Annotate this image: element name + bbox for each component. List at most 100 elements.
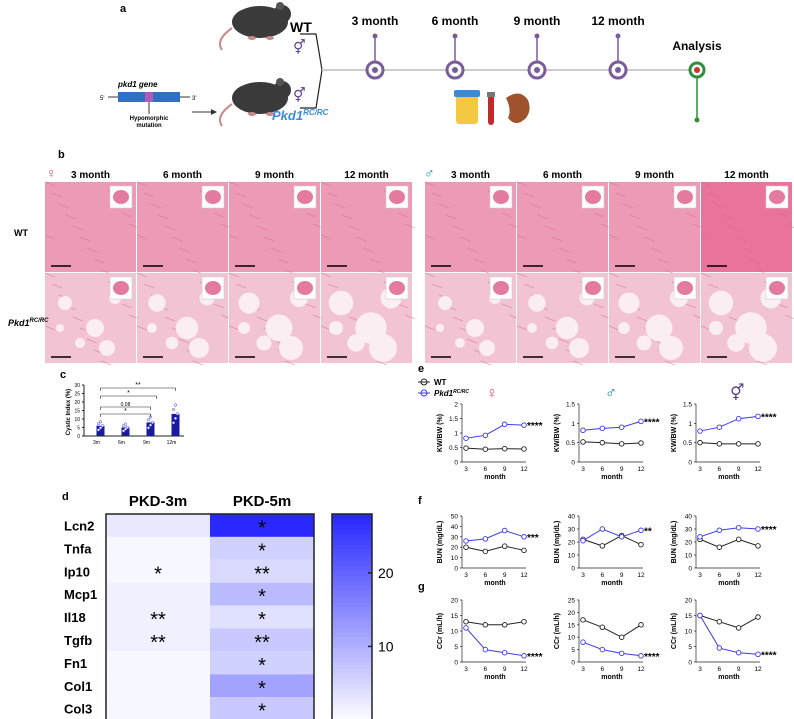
timepoint-marker-core xyxy=(372,67,378,73)
mutation-label-1: Hypomorphic xyxy=(130,116,169,122)
colorbar-step xyxy=(332,622,372,628)
x-tick-label: 3 xyxy=(698,466,702,473)
point-pkd xyxy=(755,413,761,420)
data-point xyxy=(123,427,128,431)
heatmap-cell xyxy=(106,628,210,652)
data-point xyxy=(96,422,101,426)
series-line-pkd xyxy=(465,530,525,542)
significance-label: **** xyxy=(644,652,660,663)
y-tick-label: 5 xyxy=(688,644,692,651)
tissue-texture xyxy=(593,303,605,309)
tissue-texture xyxy=(700,272,712,278)
data-point xyxy=(173,403,178,407)
point-pkd xyxy=(599,646,606,653)
inset-kidney xyxy=(297,190,313,204)
cyst xyxy=(436,324,444,332)
point-pkd xyxy=(599,526,606,532)
tissue-texture xyxy=(459,236,471,242)
cyst xyxy=(86,319,104,337)
heatmap-star: * xyxy=(258,655,266,677)
tissue-texture xyxy=(572,360,584,366)
data-point xyxy=(150,420,155,424)
mouse-pkd-icon xyxy=(219,78,291,127)
heatmap-cell xyxy=(210,651,314,675)
tissue-texture xyxy=(565,258,577,264)
x-tick-label: 9 xyxy=(620,666,624,673)
heatmap-cell xyxy=(210,605,314,629)
y-axis-label: KW/BW (%) xyxy=(671,414,678,452)
y-tick-label: 30 xyxy=(568,527,576,534)
tissue-texture xyxy=(192,360,204,366)
colorbar-step xyxy=(332,570,372,577)
x-tick-label: 3 xyxy=(464,666,468,673)
female-symbol-icon: ♀ xyxy=(46,165,57,181)
x-tick-label: 3 xyxy=(581,572,585,579)
x-axis-label: month xyxy=(718,474,739,481)
point-wt xyxy=(463,445,469,451)
colorbar-step xyxy=(332,678,372,685)
point-pkd xyxy=(638,527,644,534)
series-line-pkd xyxy=(465,627,525,657)
point-pkd xyxy=(618,424,625,430)
heatmap-cell xyxy=(210,559,314,583)
x-axis-label: month xyxy=(718,674,739,681)
tissue-texture xyxy=(629,214,641,220)
line-charts: 0 0.5 1 1.5 2 3 6 9 12 month KW/BW (%) **** 0 0.5 1 1.5… xyxy=(437,402,777,682)
tissue-texture xyxy=(551,236,563,242)
histology-column-label: 12 month xyxy=(724,170,768,181)
point-wt xyxy=(482,446,489,452)
panel-g-letter: g xyxy=(418,581,425,593)
tissue-texture xyxy=(636,225,648,231)
timepoint-label: 6 month xyxy=(432,14,479,28)
point-wt xyxy=(755,543,761,549)
point-wt xyxy=(482,622,489,628)
colorbar-step xyxy=(332,694,372,700)
inset-kidney xyxy=(769,190,785,204)
point-pkd xyxy=(618,534,625,540)
cyst xyxy=(569,338,589,358)
heatmap-star: * xyxy=(258,517,266,539)
tissue-texture xyxy=(404,314,416,320)
tissue-texture xyxy=(256,316,268,322)
tissue-texture xyxy=(327,283,339,289)
heatmap-star: ** xyxy=(150,609,166,631)
tissue-texture xyxy=(537,214,549,220)
tissue-texture xyxy=(530,203,542,209)
colorbar-step xyxy=(332,565,372,572)
colorbar-step xyxy=(332,575,372,582)
cyst xyxy=(545,336,559,350)
point-wt xyxy=(735,441,742,447)
legend-pkd-label: Pkd1RC/RC xyxy=(434,389,469,398)
colorbar-step xyxy=(332,529,372,536)
tissue-texture xyxy=(431,192,443,198)
male-symbol-icon-e: ♂ xyxy=(605,385,617,402)
cyst xyxy=(618,322,630,334)
significance-label: **** xyxy=(761,525,777,536)
panel-b: b ♀ ♂ 3 month 6 month 9 month 12 month 3 mon… xyxy=(8,149,794,366)
y-tick-label: 1.5 xyxy=(683,402,692,409)
point-wt xyxy=(618,634,625,640)
series-line-wt xyxy=(699,538,759,548)
x-tick-label: 6 xyxy=(601,466,605,473)
tissue-texture xyxy=(65,214,77,220)
heatmap-cell xyxy=(106,651,210,675)
tissue-texture xyxy=(171,236,183,242)
tissue-texture xyxy=(728,225,740,231)
tissue-texture xyxy=(348,225,360,231)
tissue-texture xyxy=(143,283,155,289)
colorbar-step xyxy=(332,586,372,592)
tissue-texture xyxy=(643,236,655,242)
tissue-texture xyxy=(700,234,712,240)
colorbar-step xyxy=(332,689,372,695)
heatmap-row-label: Mcp1 xyxy=(64,587,97,602)
x-tick-label: 3m xyxy=(93,440,100,446)
point-pkd xyxy=(463,538,469,544)
point-pkd xyxy=(735,524,742,531)
tissue-texture xyxy=(608,181,620,187)
cyst xyxy=(527,323,537,333)
y-tick-label: 1.5 xyxy=(566,402,575,409)
point-wt xyxy=(521,618,527,625)
point-wt xyxy=(638,541,644,548)
colorbar-step xyxy=(332,544,372,551)
data-point xyxy=(98,420,103,424)
